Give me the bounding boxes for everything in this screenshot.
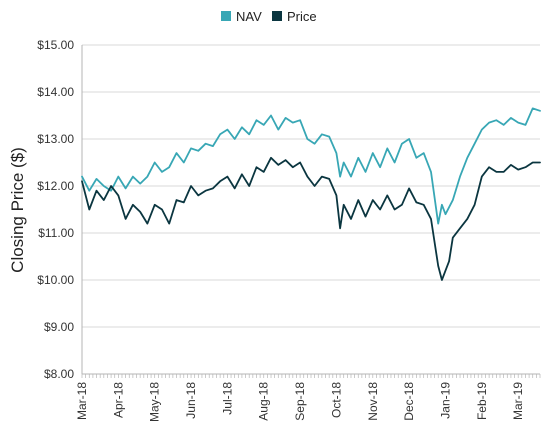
legend: NAV Price <box>221 9 317 24</box>
legend-label-price: Price <box>287 9 317 24</box>
y-tick-label: $14.00 <box>37 85 74 99</box>
y-tick-label: $8.00 <box>44 367 74 381</box>
x-tick-label: Nov-18 <box>366 382 380 421</box>
y-tick-label: $15.00 <box>37 38 74 52</box>
x-tick-label: Mar-19 <box>511 382 525 420</box>
y-tick-label: $9.00 <box>44 320 74 334</box>
y-axis-title: Closing Price ($) <box>8 147 27 273</box>
series-line-nav <box>81 107 541 225</box>
x-tick-label: Mar-18 <box>75 382 89 420</box>
legend-swatch-nav <box>221 11 231 21</box>
axes: $15.00 $14.00 $13.00 $12.00 $11.00 $10.00 $9.0… <box>37 38 541 422</box>
x-tick-label: Aug-18 <box>257 382 271 421</box>
x-tick-label: May-18 <box>148 382 162 422</box>
x-tick-label: Oct-18 <box>329 382 343 418</box>
x-tick-label: Feb-19 <box>475 382 489 420</box>
x-tick-label: Apr-18 <box>111 382 125 418</box>
x-tick-label: Jan-19 <box>438 382 452 419</box>
x-tick-label: Dec-18 <box>402 382 416 421</box>
y-tick-label: $11.00 <box>38 226 74 240</box>
y-tick-label: $12.00 <box>37 179 74 193</box>
series-line-price <box>81 156 541 281</box>
x-tick-label: Jun-18 <box>184 382 198 419</box>
grid-lines <box>82 44 540 328</box>
y-tick-label: $13.00 <box>37 132 74 146</box>
legend-swatch-price <box>272 11 282 21</box>
x-tick-label: Jul-18 <box>220 382 234 415</box>
y-tick-label: $10.00 <box>37 273 74 287</box>
x-tick-label: Sep-18 <box>293 382 307 421</box>
series-lines <box>81 107 541 281</box>
legend-label-nav: NAV <box>236 9 262 24</box>
